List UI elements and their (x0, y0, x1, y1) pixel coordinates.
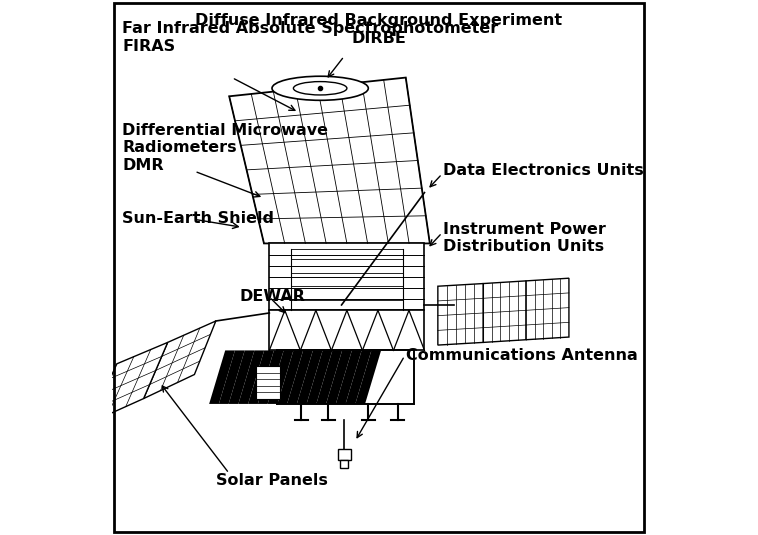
Polygon shape (277, 350, 303, 404)
Polygon shape (326, 350, 352, 404)
Polygon shape (219, 350, 245, 404)
Ellipse shape (272, 77, 368, 101)
Polygon shape (268, 350, 293, 404)
Text: Diffuse Infrared Background Experiment
DIRBE: Diffuse Infrared Background Experiment D… (196, 13, 562, 46)
Polygon shape (306, 350, 332, 404)
Text: Solar Panels: Solar Panels (216, 473, 327, 488)
Polygon shape (143, 321, 216, 399)
Ellipse shape (293, 82, 347, 95)
Polygon shape (90, 342, 168, 423)
Polygon shape (229, 78, 430, 243)
Text: Far Infrared Absolute Spectrophotometer
FIRAS: Far Infrared Absolute Spectrophotometer … (122, 21, 499, 54)
Text: Instrument Power
Distribution Units: Instrument Power Distribution Units (443, 222, 606, 255)
Polygon shape (438, 284, 484, 345)
Polygon shape (287, 350, 313, 404)
FancyBboxPatch shape (337, 449, 351, 460)
Polygon shape (229, 350, 255, 404)
Polygon shape (209, 350, 235, 404)
Polygon shape (316, 350, 342, 404)
Polygon shape (256, 366, 280, 399)
Polygon shape (277, 350, 414, 404)
Polygon shape (356, 350, 381, 404)
Polygon shape (297, 350, 323, 404)
Text: Differential Microwave
Radiometers
DMR: Differential Microwave Radiometers DMR (122, 123, 328, 173)
Polygon shape (269, 310, 424, 350)
Polygon shape (526, 278, 569, 340)
Polygon shape (484, 281, 526, 342)
Polygon shape (258, 350, 283, 404)
Text: Communications Antenna: Communications Antenna (406, 348, 637, 363)
Text: Data Electronics Units: Data Electronics Units (443, 163, 644, 178)
Polygon shape (269, 243, 424, 310)
Polygon shape (238, 350, 265, 404)
FancyBboxPatch shape (340, 460, 348, 468)
Text: Sun-Earth Shield: Sun-Earth Shield (122, 211, 274, 226)
Polygon shape (248, 350, 274, 404)
Text: DEWAR: DEWAR (240, 289, 305, 304)
Polygon shape (336, 350, 362, 404)
Polygon shape (346, 350, 371, 404)
